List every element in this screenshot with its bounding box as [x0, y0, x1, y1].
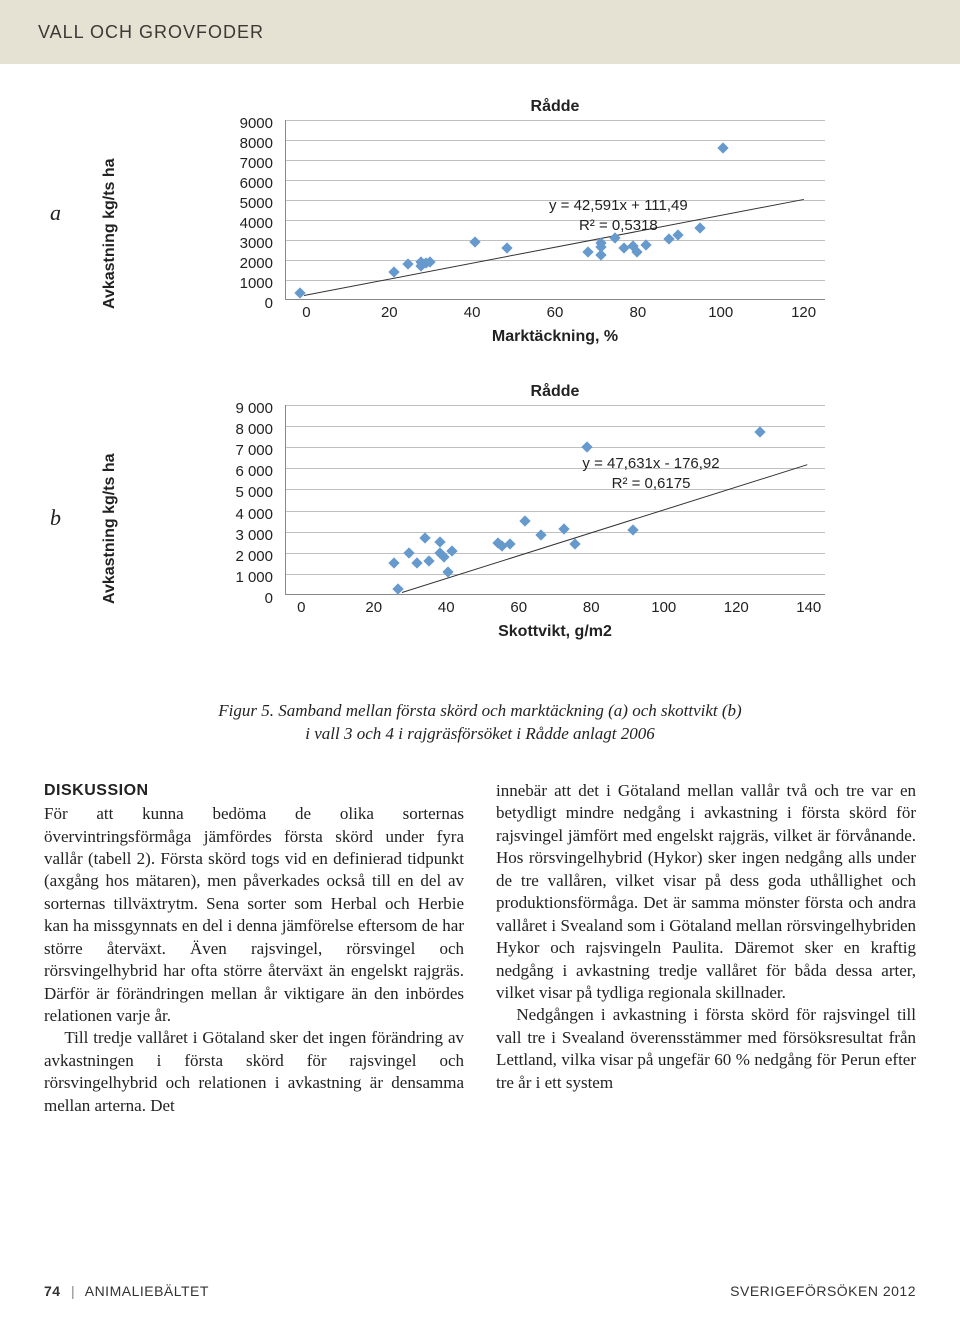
panel-label-a: a: [50, 200, 61, 226]
panel-label-b: b: [50, 505, 61, 531]
col1-p1: För att kunna bedöma de olika sorternas …: [44, 803, 464, 1027]
chart-a-xticks: 020406080100120: [265, 304, 845, 321]
page-number: 74: [44, 1283, 61, 1299]
page-footer: 74 | ANIMALIEBÄLTET SVERIGEFÖRSÖKEN 2012: [44, 1283, 916, 1299]
caption-line2: i vall 3 och 4 i rajgräsförsöket i Rådde…: [305, 724, 654, 743]
chart-b-ylabel: Avkastning kg/ts ha: [101, 424, 119, 604]
chart-a-plot: y = 42,591x + 111,49R² = 0,5318: [285, 120, 825, 300]
footer-separator: |: [71, 1283, 75, 1299]
column-left: DISKUSSION För att kunna bedöma de olika…: [44, 780, 464, 1117]
chart-a-yticks: 9000800070006000500040003000200010000: [215, 116, 273, 316]
figure-caption: Figur 5. Samband mellan första skörd och…: [130, 700, 830, 746]
footer-right: SVERIGEFÖRSÖKEN 2012: [730, 1283, 916, 1299]
caption-line1: Figur 5. Samband mellan första skörd och…: [218, 701, 741, 720]
footer-section: ANIMALIEBÄLTET: [85, 1283, 209, 1299]
col1-p2: Till tredje vallåret i Götaland sker det…: [44, 1027, 464, 1117]
body-columns: DISKUSSION För att kunna bedöma de olika…: [44, 780, 916, 1117]
chart-b-yticks: 9 0008 0007 0006 0005 0004 0003 0002 000…: [215, 401, 273, 612]
chart-b-plot: y = 47,631x - 176,92R² = 0,6175: [285, 405, 825, 595]
col2-p2: Nedgången i avkastning i första skörd fö…: [496, 1004, 916, 1094]
discussion-heading: DISKUSSION: [44, 780, 464, 801]
chart-a-xlabel: Marktäckning, %: [285, 328, 825, 346]
column-right: innebär att det i Götaland mellan vallår…: [496, 780, 916, 1117]
page-category-title: VALL OCH GROVFODER: [38, 22, 264, 43]
chart-b-title: Rådde: [285, 383, 825, 401]
chart-b-xlabel: Skottvikt, g/m2: [285, 623, 825, 641]
chart-b-xticks: 020406080100120140: [265, 599, 845, 616]
footer-left: 74 | ANIMALIEBÄLTET: [44, 1283, 209, 1299]
chart-a-title: Rådde: [285, 98, 825, 116]
chart-a-ylabel: Avkastning kg/ts ha: [101, 129, 119, 309]
col2-p1: innebär att det i Götaland mellan vallår…: [496, 780, 916, 1004]
